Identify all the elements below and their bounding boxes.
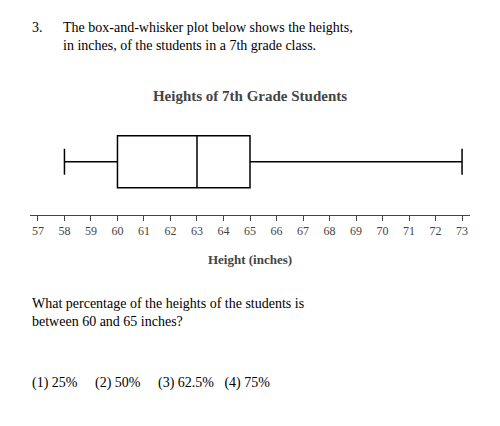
svg-text:70: 70 (377, 224, 389, 238)
svg-text:63: 63 (191, 224, 203, 238)
svg-text:62: 62 (164, 224, 176, 238)
svg-text:57: 57 (32, 224, 44, 238)
svg-text:68: 68 (324, 224, 336, 238)
svg-text:65: 65 (244, 224, 256, 238)
svg-text:72: 72 (430, 224, 442, 238)
svg-text:59: 59 (85, 224, 97, 238)
svg-text:69: 69 (350, 224, 362, 238)
svg-text:71: 71 (403, 224, 415, 238)
svg-text:67: 67 (297, 224, 309, 238)
svg-text:61: 61 (138, 224, 150, 238)
svg-text:60: 60 (111, 224, 123, 238)
svg-text:Heights of 7th Grade Students: Heights of 7th Grade Students (153, 88, 347, 104)
svg-text:3.: 3. (32, 20, 43, 35)
svg-text:73: 73 (456, 224, 468, 238)
svg-text:The box-and-whisker plot below: The box-and-whisker plot below shows the… (63, 20, 353, 53)
svg-text:66: 66 (271, 224, 283, 238)
svg-text:Height (inches): Height (inches) (208, 252, 292, 267)
svg-text:(1) 25% (2) 50% (3) 62: (1) 25% (2) 50% (3) 62.5% (4) 75% (32, 375, 270, 391)
svg-text:64: 64 (217, 224, 229, 238)
svg-text:58: 58 (58, 224, 70, 238)
svg-text:What percentage of the heights: What percentage of the heights of the st… (32, 296, 304, 329)
